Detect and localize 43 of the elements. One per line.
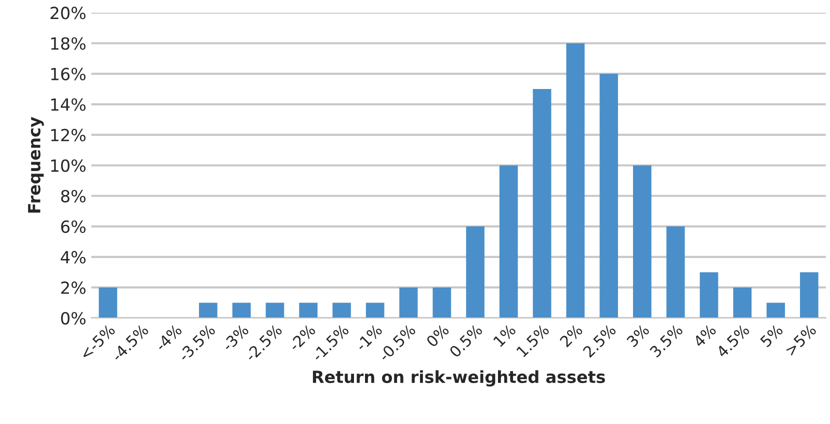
- bar: [98, 287, 118, 318]
- bar: [766, 302, 785, 318]
- x-tick-label: 0%: [426, 324, 450, 348]
- bar: [266, 302, 284, 318]
- x-tick-label: -1%: [354, 324, 383, 352]
- y-axis-title: Frequency: [28, 116, 44, 213]
- bar: [432, 287, 452, 318]
- x-tick-label: -3%: [221, 324, 250, 352]
- bar: [198, 302, 218, 318]
- x-tick-label: -4%: [154, 324, 183, 352]
- x-tick-label: 2%: [559, 324, 584, 348]
- x-tick-label: 3%: [626, 324, 650, 348]
- bar: [366, 302, 384, 318]
- bar: [666, 226, 685, 318]
- y-tick-label: 0%: [61, 312, 86, 325]
- y-tick-label: 2%: [61, 281, 86, 294]
- bar: [600, 74, 618, 318]
- bar: [499, 165, 518, 318]
- y-tick-label: 8%: [61, 190, 86, 202]
- y-tick-label: 20%: [50, 6, 86, 20]
- bar: [299, 302, 318, 318]
- bar: [332, 302, 351, 318]
- bar: [532, 89, 552, 318]
- x-axis-title: Return on risk-weighted assets: [312, 370, 605, 386]
- y-tick-label: 16%: [51, 68, 86, 80]
- x-tick-label: 1%: [492, 324, 516, 348]
- y-tick-label: 4%: [60, 250, 86, 264]
- bar: [700, 272, 718, 318]
- y-tick-label: 12%: [51, 128, 86, 142]
- x-tick-label: -2%: [288, 324, 316, 352]
- x-tick-label: 5%: [760, 324, 784, 348]
- bar: [633, 165, 652, 318]
- bar: [399, 287, 418, 318]
- bar: [232, 302, 251, 318]
- x-tick-label: 4%: [692, 324, 717, 348]
- y-tick-label: 6%: [61, 220, 86, 233]
- bar: [733, 287, 752, 318]
- bar: [566, 43, 585, 318]
- y-tick-label: 10%: [51, 159, 86, 172]
- bar: [800, 272, 818, 318]
- y-tick-label: 18%: [51, 37, 86, 50]
- bar: [466, 226, 484, 318]
- y-tick-label: 14%: [51, 98, 86, 111]
